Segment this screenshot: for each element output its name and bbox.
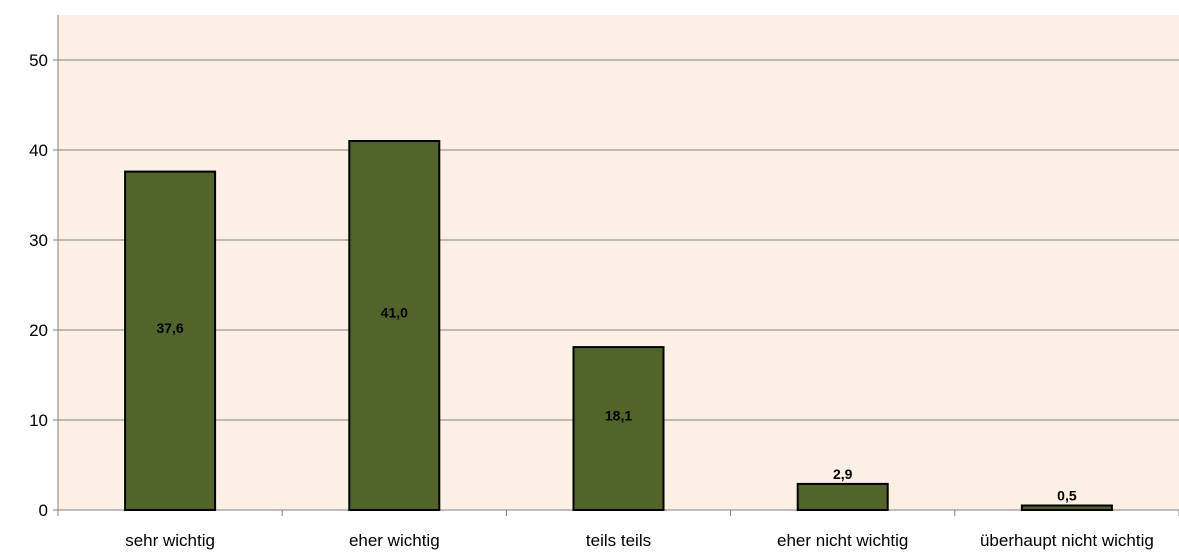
y-tick-label: 0 — [39, 501, 48, 520]
bar — [348, 140, 441, 511]
x-tick-label: teils teils — [586, 531, 651, 550]
y-tick-label: 40 — [29, 141, 48, 160]
y-tick-label: 10 — [29, 411, 48, 430]
x-tick-label: eher nicht wichtig — [777, 531, 908, 550]
data-label: 0,5 — [1057, 488, 1077, 504]
bar — [1020, 504, 1113, 511]
y-tick-label: 30 — [29, 231, 48, 250]
data-label: 2,9 — [833, 466, 853, 482]
bar — [572, 346, 665, 511]
bar — [796, 482, 889, 511]
data-label: 18,1 — [605, 408, 632, 424]
data-label: 41,0 — [381, 305, 408, 321]
x-tick-label: eher wichtig — [349, 531, 440, 550]
x-tick-label: überhaupt nicht wichtig — [980, 531, 1154, 550]
labels: 0 10 20 30 40 50 37,6 sehr wichtig 41,0 eher wich… — [29, 51, 1154, 550]
bar — [124, 170, 217, 511]
x-tick-label: sehr wichtig — [125, 531, 215, 550]
gridlines — [58, 59, 1179, 421]
y-tick-label: 20 — [29, 321, 48, 340]
data-label: 37,6 — [156, 320, 183, 336]
y-tick-label: 50 — [29, 51, 48, 70]
bars — [124, 140, 1113, 511]
